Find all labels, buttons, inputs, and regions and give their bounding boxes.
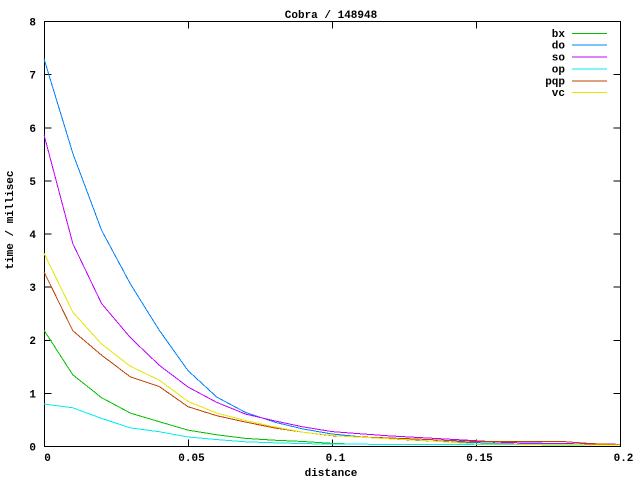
svg-text:pqp: pqp: [545, 76, 565, 88]
svg-text:do: do: [552, 41, 566, 53]
svg-text:Cobra / 148948: Cobra / 148948: [285, 10, 378, 22]
svg-text:4: 4: [29, 230, 36, 242]
svg-text:time / millisec: time / millisec: [5, 170, 17, 269]
svg-text:5: 5: [29, 177, 36, 189]
svg-text:7: 7: [29, 71, 36, 83]
svg-text:0.05: 0.05: [178, 453, 205, 465]
svg-text:0: 0: [44, 453, 51, 465]
svg-text:8: 8: [29, 18, 36, 30]
svg-text:0.2: 0.2: [614, 453, 634, 465]
svg-text:op: op: [552, 65, 566, 77]
svg-text:so: so: [552, 53, 566, 65]
svg-text:6: 6: [29, 124, 36, 136]
svg-text:distance: distance: [305, 468, 358, 480]
svg-text:2: 2: [29, 336, 36, 348]
svg-text:vc: vc: [552, 88, 565, 100]
svg-text:1: 1: [29, 389, 36, 401]
svg-text:0.1: 0.1: [326, 453, 346, 465]
svg-text:0.15: 0.15: [466, 453, 493, 465]
svg-text:0: 0: [29, 443, 36, 455]
svg-text:bx: bx: [552, 29, 566, 41]
svg-text:3: 3: [29, 283, 36, 295]
